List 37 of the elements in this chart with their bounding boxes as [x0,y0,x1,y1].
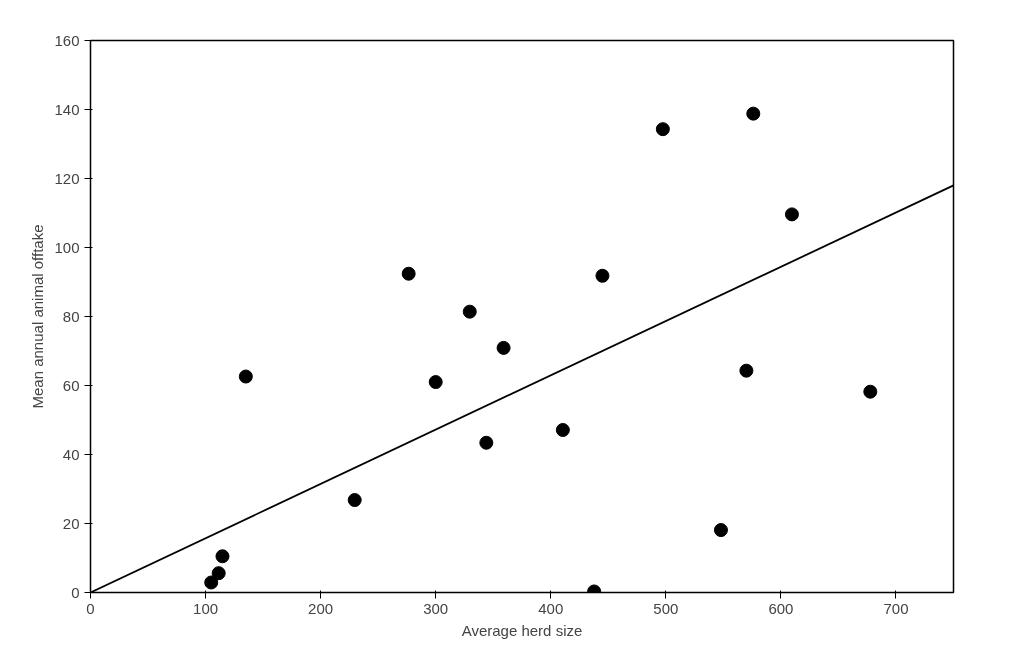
y-tick-label: 40 [62,445,80,463]
y-tick-label: 0 [71,583,80,601]
x-tick-label: 700 [883,599,909,617]
x-tick-label: 100 [193,599,219,617]
point [746,106,761,121]
point [428,375,443,390]
point [784,207,799,222]
y-tick-label: 120 [54,169,80,187]
y-tick-label: 80 [62,307,80,325]
x-tick-label: 600 [768,599,794,617]
x-tick-label: 500 [653,599,679,617]
point [739,363,754,378]
y-tick-label: 160 [54,31,80,49]
x-tick-label: 300 [423,599,449,617]
point [713,523,728,538]
point [215,549,230,564]
x-axis-title: Average herd size [461,621,583,639]
point [238,369,253,384]
point [496,340,511,355]
point [211,566,226,581]
point [401,266,416,281]
y-tick-label: 20 [62,514,80,532]
point [462,304,477,319]
y-tick-label: 60 [62,376,80,394]
point [204,575,219,590]
x-tick-label: 0 [86,599,95,617]
x-tick-label: 400 [538,599,564,617]
point [479,435,494,450]
point [655,122,670,137]
x-tick-label: 200 [308,599,334,617]
point [863,384,878,399]
y-tick-label: 140 [54,100,80,118]
point [595,268,610,283]
point [555,423,570,437]
point [347,493,362,508]
y-tick-label: 100 [54,238,80,256]
y-axis-title: Mean annual animal offtake [29,224,47,409]
